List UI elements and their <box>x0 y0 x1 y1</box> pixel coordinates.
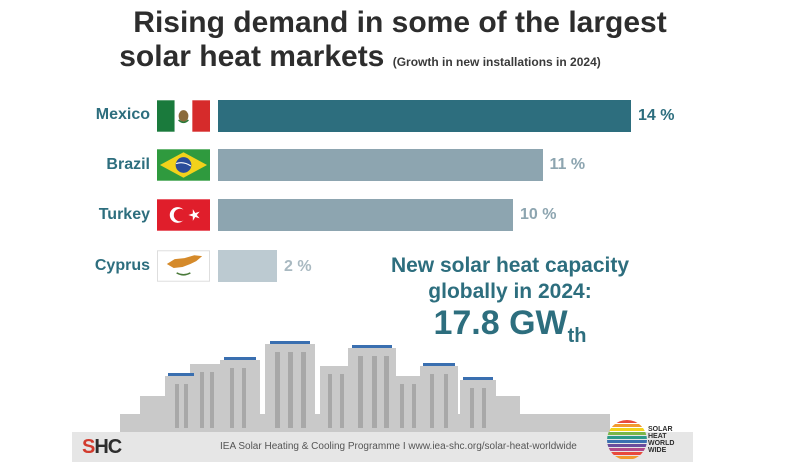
capacity-value-number: 17.8 GW <box>433 304 568 342</box>
badge-line-4: WIDE <box>648 447 667 454</box>
bar-brazil <box>218 149 543 181</box>
shc-logo-s: S <box>82 436 95 458</box>
capacity-line2: globally in 2024: <box>428 280 592 303</box>
category-label-brazil: Brazil <box>106 156 150 173</box>
badge-line-1: SOLAR <box>648 426 673 433</box>
chart-title-line2-text: solar heat markets <box>119 40 385 73</box>
bar-cyprus <box>218 250 277 282</box>
category-label-cyprus: Cyprus <box>94 257 150 274</box>
mexico-flag-icon <box>157 100 210 132</box>
cyprus-flag-icon <box>157 250 210 282</box>
brazil-flag-icon <box>157 149 210 181</box>
badge-line-3: WORLD <box>648 440 675 447</box>
value-label-mexico: 14 % <box>638 107 675 124</box>
solar-heat-worldwide-label: SOLAR HEAT WORLD WIDE <box>648 426 674 454</box>
capacity-line1: New solar heat capacity <box>390 254 630 277</box>
chart-title-line1: Rising demand in some of the largest <box>133 6 667 39</box>
chart-subtitle: (Growth in new installations in 2024) <box>392 55 601 69</box>
bar-turkey <box>218 199 513 231</box>
chart-title-line2: solar heat markets (Growth in new instal… <box>0 40 760 79</box>
solar-heat-worldwide-logo-icon <box>607 420 647 459</box>
value-label-turkey: 10 % <box>520 206 557 223</box>
value-label-brazil: 11 % <box>549 156 586 173</box>
category-label-mexico: Mexico <box>95 106 150 123</box>
badge-line-2: HEAT <box>648 433 667 440</box>
footer-credit: IEA Solar Heating & Cooling Programme I … <box>220 441 577 452</box>
category-label-turkey: Turkey <box>98 206 150 223</box>
city-skyline-illustration <box>120 341 610 436</box>
value-label-cyprus: 2 % <box>284 258 312 275</box>
footer-bar <box>72 432 693 462</box>
capacity-value: 17.8 GWth <box>350 304 670 348</box>
shc-logo: SHC <box>82 436 122 459</box>
capacity-value-subscript: th <box>567 325 587 347</box>
turkey-flag-icon <box>157 199 210 231</box>
bar-mexico <box>218 100 631 132</box>
shc-logo-hc: HC <box>94 436 122 458</box>
